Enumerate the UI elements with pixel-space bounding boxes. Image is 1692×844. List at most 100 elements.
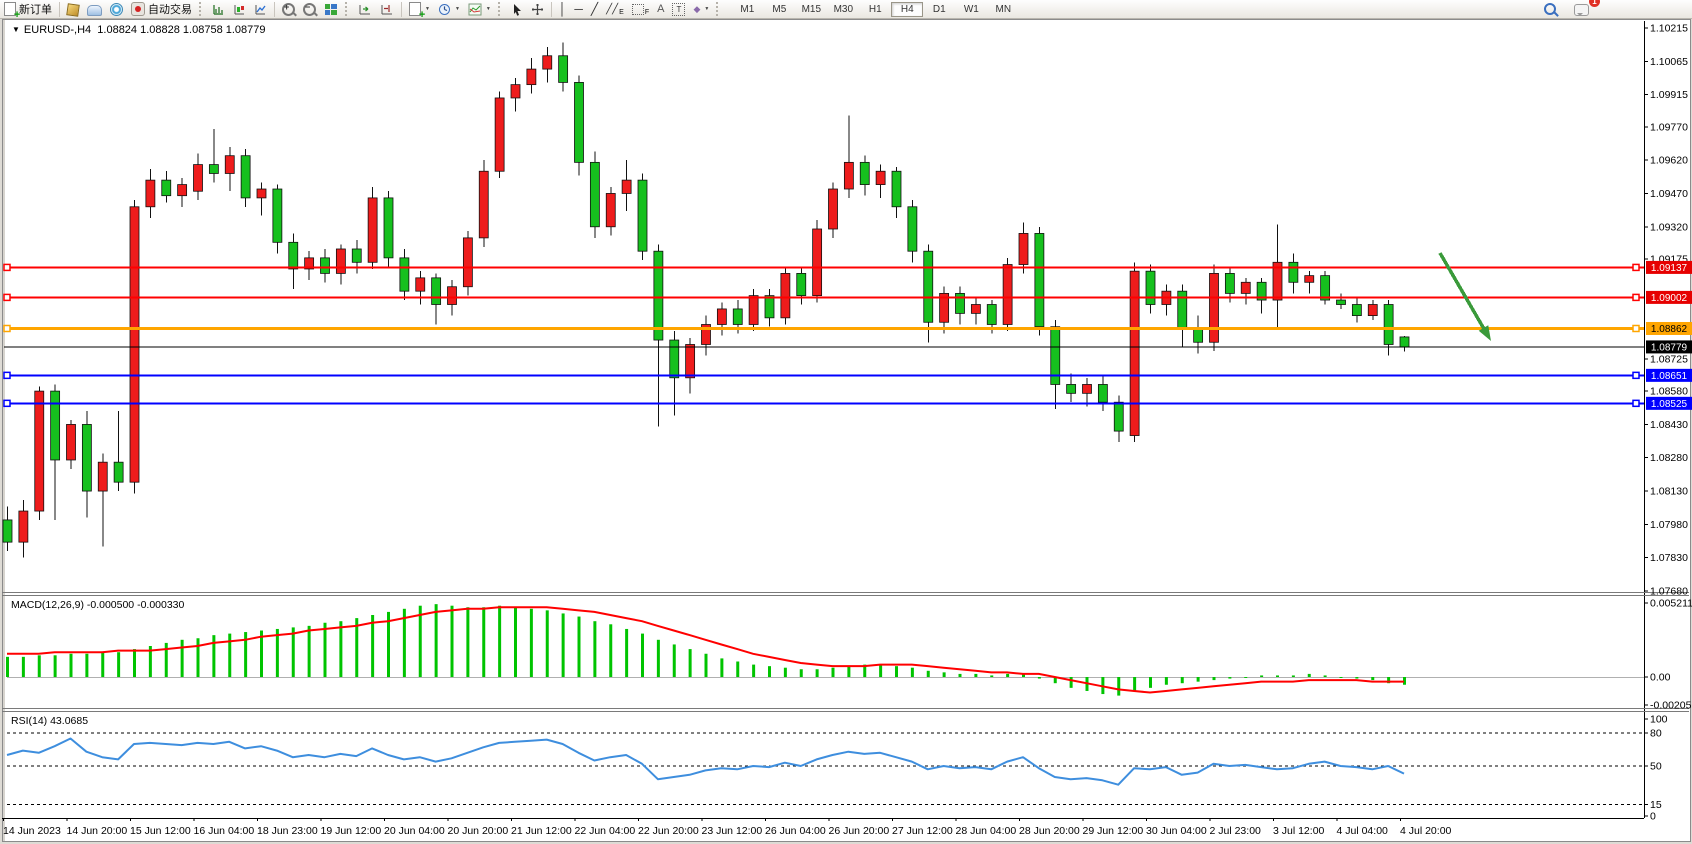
zoom-out-icon: − xyxy=(303,2,316,16)
vertical-line-icon: │ xyxy=(558,1,567,16)
tab-timeframe-MN[interactable]: MN xyxy=(995,3,1012,15)
svg-text:27 Jun 12:00: 27 Jun 12:00 xyxy=(892,825,953,837)
svg-text:20 Jun 20:00: 20 Jun 20:00 xyxy=(448,825,509,837)
svg-text:1.08130: 1.08130 xyxy=(1650,486,1688,498)
svg-text:0.005211: 0.005211 xyxy=(1650,598,1692,610)
toolbar-separator xyxy=(550,1,552,17)
search-icon xyxy=(1544,3,1556,15)
svg-text:-0.00205: -0.00205 xyxy=(1650,700,1692,712)
tab-timeframe-D1[interactable]: D1 xyxy=(932,3,946,15)
tab-timeframe-H4[interactable]: H4 xyxy=(891,1,924,17)
horizontal-lines-layer[interactable]: 1.09137 1.09002 1.08862 1.08779 1.08651 1.085… xyxy=(3,260,1692,410)
price-axis[interactable]: 1.10215 1.10065 1.09915 1.09770 1.09620 1.094… xyxy=(1644,23,1688,598)
svg-text:15 Jun 12:00: 15 Jun 12:00 xyxy=(130,825,191,837)
cloud-icon xyxy=(87,5,102,16)
line-chart-button[interactable] xyxy=(250,1,271,17)
svg-text:100: 100 xyxy=(1650,714,1668,726)
cursor-button[interactable] xyxy=(507,1,527,17)
svg-text:1.08651: 1.08651 xyxy=(1651,371,1688,382)
notification-badge: 1 xyxy=(1589,0,1600,7)
macd-signal-line xyxy=(7,606,1404,694)
svg-text:4 Jul 04:00: 4 Jul 04:00 xyxy=(1337,825,1389,837)
svg-text:2 Jul 23:00: 2 Jul 23:00 xyxy=(1210,825,1262,837)
svg-text:1.08862: 1.08862 xyxy=(1651,324,1688,335)
line-handle xyxy=(1632,324,1640,333)
svg-text:1.09620: 1.09620 xyxy=(1650,155,1688,167)
svg-text:1.10065: 1.10065 xyxy=(1650,56,1688,68)
line-handle xyxy=(3,263,11,272)
svg-text:1.09002: 1.09002 xyxy=(1651,293,1688,304)
tab-timeframe-M30[interactable]: M30 xyxy=(833,3,854,15)
horizontal-line-icon: ─ xyxy=(574,1,583,16)
chart-symbol-period: EURUSD-,H4 xyxy=(23,24,92,36)
text-label-tool[interactable]: T xyxy=(668,1,689,17)
equidistant-channel-tool[interactable]: ╱╱ E xyxy=(606,3,624,16)
new-order-button[interactable]: + 新订单 xyxy=(0,1,56,21)
vertical-line-tool[interactable]: │ xyxy=(555,1,571,17)
tile-windows-button[interactable] xyxy=(320,1,342,17)
notifications-button[interactable]: 1 xyxy=(1570,0,1600,17)
svg-text:1.08580: 1.08580 xyxy=(1650,386,1688,398)
autotrading-label: 自动交易 xyxy=(148,4,192,16)
trendline-tool[interactable]: ╱ xyxy=(587,1,602,17)
svg-text:80: 80 xyxy=(1650,728,1662,740)
chart-shift-icon xyxy=(381,4,392,14)
fibonacci-tool[interactable]: F xyxy=(628,1,653,17)
chart-window[interactable] xyxy=(2,19,1691,842)
bar-chart-icon xyxy=(213,4,223,15)
svg-text:29 Jun 12:00: 29 Jun 12:00 xyxy=(1083,825,1144,837)
svg-text:1.09137: 1.09137 xyxy=(1651,263,1688,274)
line-handle xyxy=(1632,399,1640,408)
one-click-expand-icon[interactable]: ▼ xyxy=(12,25,20,34)
text-tool[interactable]: A xyxy=(653,1,668,17)
tab-timeframe-M5[interactable]: M5 xyxy=(772,3,787,15)
svg-text:28 Jun 20:00: 28 Jun 20:00 xyxy=(1019,825,1080,837)
new-chart-icon: + xyxy=(409,2,425,21)
new-order-label: 新订单 xyxy=(19,4,52,16)
auto-scroll-button[interactable] xyxy=(354,1,376,17)
chart-shift-button[interactable] xyxy=(376,1,398,17)
svg-text:1.08725: 1.08725 xyxy=(1650,353,1688,365)
period-button[interactable]: ▼ xyxy=(434,1,464,17)
bar-chart-button[interactable] xyxy=(208,1,229,17)
community-button[interactable] xyxy=(83,1,106,17)
zoom-out-button[interactable]: − xyxy=(299,1,320,17)
tab-timeframe-M1[interactable]: M1 xyxy=(740,3,755,15)
text-label-icon: T xyxy=(672,2,686,16)
template-button[interactable]: ▼ xyxy=(464,1,495,17)
svg-text:20 Jun 04:00: 20 Jun 04:00 xyxy=(384,825,445,837)
arrows-tool[interactable]: ◆ ▼ xyxy=(689,1,713,17)
horizontal-line-tool[interactable]: ─ xyxy=(570,1,587,17)
crosshair-icon xyxy=(531,3,543,15)
candlestick-chart-button[interactable] xyxy=(229,1,250,17)
tab-timeframe-W1[interactable]: W1 xyxy=(963,3,979,15)
crosshair-button[interactable] xyxy=(527,1,548,17)
line-handle xyxy=(3,324,11,333)
autotrading-button[interactable]: 自动交易 xyxy=(127,1,196,17)
rsi-pane: 100 80 50 150 xyxy=(6,714,1668,823)
svg-text:30 Jun 04:00: 30 Jun 04:00 xyxy=(1146,825,1207,837)
toolbar-separator xyxy=(59,1,60,17)
tab-timeframe-H1[interactable]: H1 xyxy=(868,3,882,15)
text-icon: A xyxy=(657,2,665,15)
main-toolbar: + 新订单 自动交易 + − xyxy=(0,0,1692,21)
svg-text:1.08525: 1.08525 xyxy=(1651,399,1688,410)
time-axis[interactable]: 14 Jun 2023 14 Jun 20:00 15 Jun 12:00 16 Ju… xyxy=(3,818,1452,837)
trend-arrow-annotation[interactable] xyxy=(1438,252,1491,341)
svg-text:1.10215: 1.10215 xyxy=(1650,23,1688,35)
zoom-in-button[interactable]: + xyxy=(278,1,299,17)
chevron-down-icon: ▼ xyxy=(485,6,491,12)
svg-text:1.09470: 1.09470 xyxy=(1650,188,1688,200)
metaeditor-button[interactable] xyxy=(63,1,83,17)
svg-text:26 Jun 20:00: 26 Jun 20:00 xyxy=(829,825,890,837)
search-button[interactable] xyxy=(1540,1,1560,17)
new-chart-button[interactable]: + ▼ xyxy=(405,1,434,21)
signals-button[interactable] xyxy=(106,1,127,17)
template-icon xyxy=(468,3,482,15)
tab-timeframe-M15[interactable]: M15 xyxy=(801,3,822,15)
rsi-indicator-label: RSI(14) 43.0685 xyxy=(11,715,89,727)
line-handle xyxy=(3,399,11,408)
timeframe-bar: M1 M5 M15 M30 H1 H4 D1 W1 MN xyxy=(731,1,1019,17)
